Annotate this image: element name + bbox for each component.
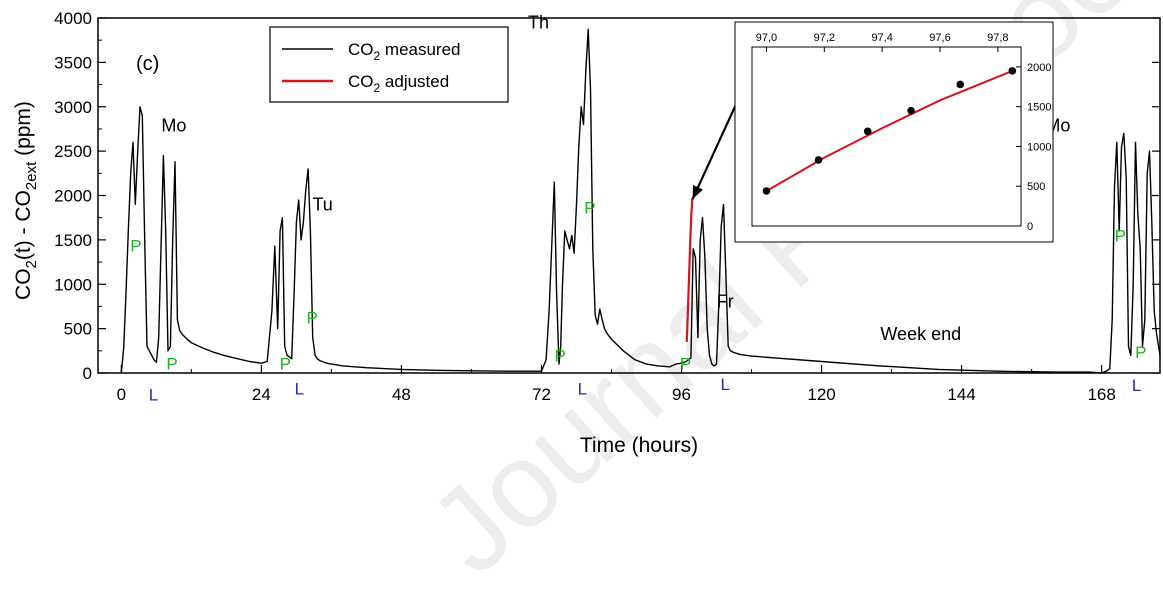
- day-label: Mo: [161, 116, 186, 136]
- inset-x-tick-label: 97,6: [929, 32, 950, 44]
- presence-marker: P: [680, 354, 691, 373]
- inset-y-tick-label: 0: [1027, 221, 1033, 233]
- y-tick-label: 500: [64, 320, 92, 339]
- inset-data-point: [863, 127, 872, 136]
- inset-fit-line: [765, 69, 1013, 192]
- lunch-marker: L: [721, 375, 730, 394]
- presence-marker: P: [130, 236, 141, 255]
- y-tick-label: 1000: [54, 275, 92, 294]
- x-tick-label: 0: [117, 385, 126, 404]
- arrow-head: [692, 185, 703, 200]
- day-label: Th: [528, 13, 549, 33]
- x-tick-label: 72: [532, 385, 551, 404]
- x-tick-label: 24: [252, 385, 271, 404]
- lunch-marker: L: [578, 379, 587, 398]
- inset-data-point: [907, 106, 915, 115]
- lunch-marker: L: [149, 386, 158, 405]
- x-tick-label: 144: [947, 385, 975, 404]
- panel-label: (c): [136, 53, 159, 75]
- presence-marker: P: [280, 354, 291, 373]
- inset-x-tick-label: 97,8: [987, 32, 1008, 44]
- adjusted-co2-line: [685, 198, 694, 342]
- inset-frame: [751, 46, 1022, 227]
- y-tick-label: 2500: [54, 142, 92, 161]
- presence-marker: P: [1115, 227, 1126, 246]
- annotation-arrow: [691, 101, 738, 200]
- inset-data-point: [1008, 67, 1017, 75]
- main-plot: 0 500 1000 1500 2000 2500 3000 3500 4000 0 24 48 72 9…: [12, 9, 1161, 457]
- legend: CO2 measured CO2 adjusted: [269, 26, 509, 103]
- y-tick-label: 3000: [54, 98, 92, 117]
- y-tick-label: 1500: [54, 231, 92, 250]
- lunch-marker: L: [1132, 376, 1141, 395]
- legend-entry: CO2 measured: [348, 40, 461, 63]
- inset-y-tick-label: 500: [1027, 181, 1045, 193]
- inset-data-point: [956, 80, 965, 89]
- y-tick-label: 3500: [54, 53, 92, 72]
- x-tick-label: 168: [1087, 385, 1115, 404]
- day-label: Fr: [717, 291, 734, 311]
- x-tick-label: 96: [672, 385, 691, 404]
- legend-box: [269, 26, 509, 103]
- presence-marker: P: [306, 308, 317, 327]
- day-label: Tu: [312, 195, 332, 215]
- inset-y-tick-label: 1500: [1027, 102, 1051, 114]
- legend-entry: CO2 adjusted: [348, 72, 449, 95]
- measured-co2-line: [120, 28, 1161, 374]
- inset-plot: 97,0 97,2 97,4 97,6 97,8 0 500 1000 1500 2000: [734, 21, 1054, 243]
- x-axis-label: Time (hours): [580, 434, 698, 457]
- y-tick-label: 0: [83, 364, 92, 383]
- x-tick-label: 48: [392, 385, 411, 404]
- co2-time-series-figure: 0 500 1000 1500 2000 2500 3000 3500 4000 0 24 48 72 9…: [12, 9, 1161, 457]
- inset-background: [734, 21, 1054, 243]
- presence-marker: P: [554, 346, 565, 365]
- day-label: Week end: [880, 324, 961, 344]
- inset-y-tick-label: 2000: [1027, 62, 1051, 74]
- presence-marker: P: [1135, 343, 1146, 362]
- x-tick-label: 120: [807, 385, 835, 404]
- y-tick-label: 2000: [54, 187, 92, 206]
- presence-marker: P: [166, 354, 177, 373]
- inset-data-point: [814, 156, 823, 164]
- y-tick-label: 4000: [54, 9, 92, 28]
- inset-x-tick-label: 97,2: [814, 32, 835, 44]
- inset-y-tick-label: 1000: [1027, 141, 1051, 153]
- inset-x-tick-label: 97,0: [756, 32, 777, 44]
- lunch-marker: L: [295, 379, 304, 398]
- presence-marker: P: [584, 198, 595, 217]
- inset-data-point: [762, 187, 771, 195]
- y-axis-label: CO2(t) - CO2ext (ppm): [12, 101, 40, 300]
- inset-x-tick-label: 97,4: [871, 32, 892, 44]
